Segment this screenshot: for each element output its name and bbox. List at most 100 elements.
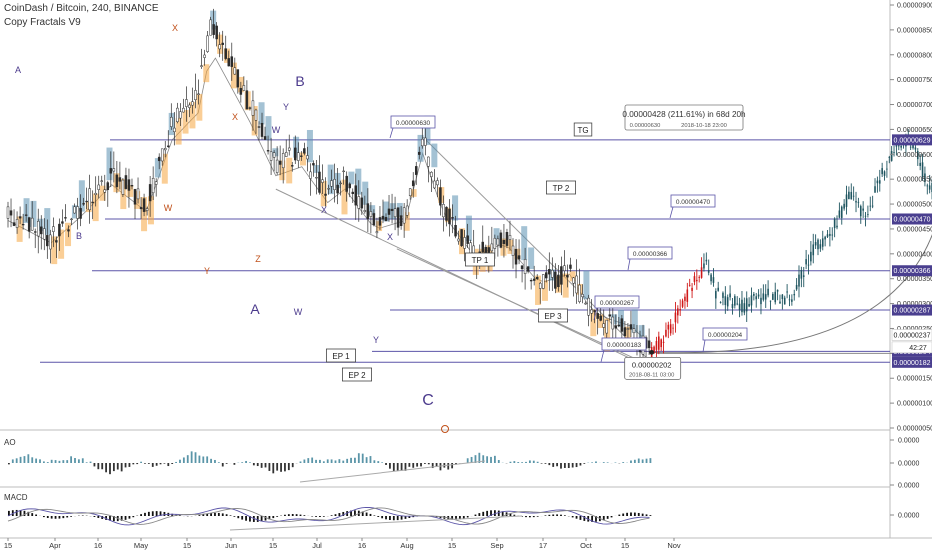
candle-body [482, 242, 484, 252]
macd-hist-bar [51, 516, 53, 519]
candle-body [252, 101, 254, 116]
ao-bar [156, 463, 158, 466]
projection-body [739, 304, 741, 310]
candle-body [16, 219, 18, 227]
ao-bar [548, 463, 550, 465]
candle-body [430, 172, 432, 177]
projection-body [746, 298, 748, 311]
fractal-block-orange [300, 152, 306, 165]
ao-bar [51, 460, 53, 463]
ao-bar [245, 461, 247, 463]
fractal-block-orange [411, 189, 417, 197]
target-measure-text: 0.00000428 (211.61%) in 68d 20h [622, 110, 746, 119]
ao-bar [105, 463, 107, 472]
projection-body [708, 270, 710, 273]
projection-body [715, 291, 717, 298]
ao-bar [576, 463, 578, 467]
macd-hist-bar [366, 513, 368, 516]
level-box-text: EP 3 [544, 312, 562, 321]
projection-body [810, 252, 812, 262]
price-tick-label: 0.00000100 [897, 401, 932, 408]
price-tick-label: 0.00000600 [897, 152, 932, 159]
level-box-text: EP 2 [348, 371, 366, 380]
projection-body [701, 267, 703, 278]
candle-body [576, 276, 578, 293]
candle-body [225, 49, 227, 59]
ao-bar [12, 459, 14, 463]
projection-body [765, 294, 767, 299]
current-price-text: 0.00000237 [894, 332, 931, 339]
candle-body [243, 86, 245, 91]
ao-bar [210, 459, 212, 463]
candle-body [461, 229, 463, 245]
candle-body [603, 324, 605, 328]
callout-leader [670, 207, 673, 218]
wave-label: Y [283, 102, 289, 112]
fractal-block-orange [203, 64, 209, 82]
macd-hist-bar [397, 516, 399, 520]
candle-body [370, 211, 372, 216]
candle-body [279, 161, 281, 164]
projection-body [834, 219, 836, 228]
projection-body [682, 301, 684, 307]
candle-body [618, 325, 620, 326]
macd-hist-bar [580, 516, 582, 520]
macd-hist-bar [265, 516, 267, 521]
callout-text: 0.00000366 [633, 251, 668, 258]
projection-body [658, 336, 660, 349]
candle-body [509, 235, 511, 239]
macd-hist-bar [292, 514, 294, 516]
ao-tick-label: 0.0000 [898, 461, 920, 468]
price-tick-label: 0.00000650 [897, 127, 932, 134]
projection-body [846, 194, 848, 206]
macd-hist-bar [335, 514, 337, 516]
ao-bar [373, 460, 375, 463]
macd-hist-bar [393, 516, 395, 520]
projection-body [696, 280, 698, 281]
ao-bar [35, 459, 37, 463]
price-tick-label: 0.00000800 [897, 52, 932, 59]
ao-bar [140, 462, 142, 463]
wave-label: Y [373, 335, 379, 345]
candle-body [122, 180, 124, 194]
macd-hist-bar [545, 515, 547, 516]
ao-bar [218, 462, 220, 463]
wave-label: W [272, 125, 281, 135]
ao-bar [486, 456, 488, 463]
ao-bar [583, 463, 585, 464]
ao-bar [164, 463, 166, 464]
ao-bar [303, 460, 305, 463]
candle-body [527, 267, 529, 272]
macd-hist-bar [646, 514, 648, 516]
candle-body [569, 265, 571, 269]
candle-body [119, 178, 121, 182]
macd-title: MACD [4, 493, 28, 502]
projection-body [805, 259, 807, 264]
macd-hist-bar [630, 512, 632, 516]
projection-body [679, 309, 681, 310]
candle-body [267, 150, 269, 151]
time-tick-label: 16 [358, 541, 366, 550]
candle-body [173, 128, 175, 132]
ao-bar [385, 463, 387, 465]
price-tick-label: 0.00000050 [897, 426, 932, 433]
candle-body [506, 232, 508, 245]
ao-bar [366, 457, 368, 463]
ao-bar [199, 456, 201, 463]
wave-label: Y [204, 266, 210, 276]
projection-body [891, 151, 893, 161]
ao-bar [521, 462, 523, 463]
ao-bar [630, 460, 632, 463]
candle-body [25, 215, 27, 216]
projection-body [820, 244, 822, 248]
candle-body [554, 272, 556, 288]
level-box-text: TG [577, 126, 588, 135]
callout-text: 0.00000183 [607, 342, 642, 349]
candle-body [439, 188, 441, 206]
projection-body [815, 242, 817, 245]
ao-bar [97, 463, 99, 469]
candle-body [77, 207, 79, 219]
macd-hist-bar [634, 513, 636, 516]
